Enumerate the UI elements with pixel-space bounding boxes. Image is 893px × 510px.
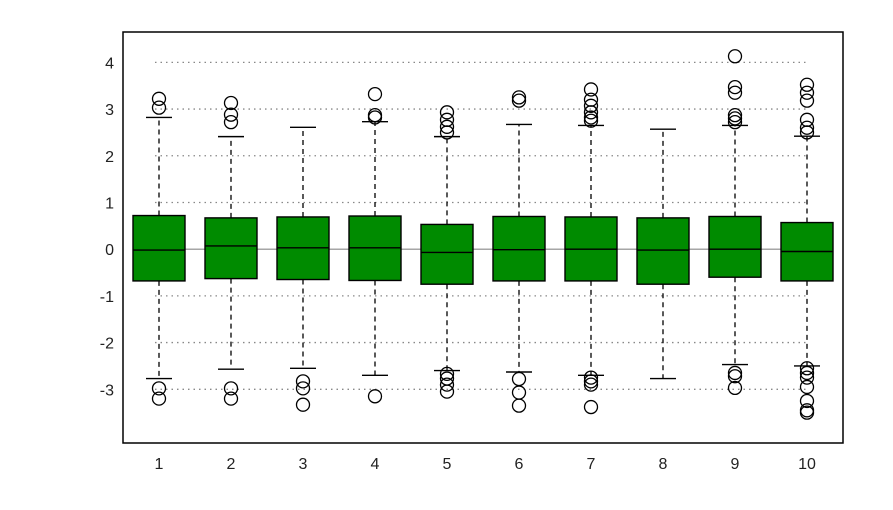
outlier-point: [439, 384, 455, 399]
outlier-point: [223, 95, 239, 111]
box-9: [708, 49, 762, 396]
outlier-point: [799, 112, 815, 127]
outlier-point: [799, 379, 815, 395]
box-8: [636, 128, 690, 380]
outlier-point: [223, 107, 239, 122]
outlier-point: [799, 361, 815, 376]
box-4: [348, 86, 402, 404]
outlier-point: [727, 369, 743, 384]
y-tick-label: 1: [105, 195, 114, 212]
outlier-point: [727, 380, 743, 396]
outlier-point: [583, 110, 599, 125]
outlier-point: [583, 113, 599, 128]
x-tick-label: 5: [443, 456, 452, 473]
x-tick-label: 10: [798, 456, 816, 473]
outlier-point: [439, 366, 455, 382]
outlier-point: [295, 374, 311, 389]
box-series: [132, 49, 834, 420]
y-tick-label: -2: [100, 336, 114, 353]
outlier-point: [799, 405, 815, 420]
outlier-point: [727, 107, 743, 123]
outlier-point: [583, 105, 599, 120]
box-1: [132, 91, 186, 406]
outlier-point: [151, 91, 167, 106]
outlier-point: [511, 371, 527, 387]
outlier-point: [439, 125, 455, 140]
outlier-point: [223, 381, 239, 396]
outlier-point: [295, 381, 311, 396]
plot-frame: [122, 31, 844, 444]
gridlines: [155, 61, 807, 390]
box-7: [564, 82, 618, 415]
y-tick-label: 3: [105, 102, 114, 119]
outlier-point: [367, 110, 383, 125]
outlier-point: [151, 100, 167, 115]
outlier-point: [583, 377, 599, 392]
outlier-point: [367, 86, 383, 102]
box-3: [276, 126, 330, 412]
box-10: [780, 77, 834, 420]
x-tick-label: 6: [515, 456, 524, 473]
x-tick-label: 8: [659, 456, 668, 473]
x-tick-label: 7: [587, 456, 596, 473]
y-tick-label: 4: [105, 55, 114, 72]
outlier-point: [727, 365, 743, 381]
outlier-point: [151, 391, 167, 406]
outlier-point: [799, 393, 815, 409]
box-iqr: [708, 215, 762, 278]
outlier-point: [799, 120, 815, 135]
outlier-point: [511, 93, 527, 108]
outlier-point: [583, 374, 599, 389]
outlier-point: [727, 85, 743, 100]
outlier-point: [439, 119, 455, 134]
x-tick-label: 1: [155, 456, 164, 473]
x-tick-label: 4: [371, 456, 380, 473]
box-2: [204, 95, 258, 406]
outlier-point: [151, 381, 167, 396]
y-tick-label: 0: [105, 242, 114, 259]
outlier-point: [799, 125, 815, 140]
outlier-point: [799, 365, 815, 381]
outlier-point: [799, 85, 815, 100]
y-tick-label: -3: [100, 382, 114, 399]
x-axis: 1 2 3 4 5 6 7 8 9 10: [155, 456, 816, 473]
outlier-point: [367, 389, 383, 404]
outlier-point: [511, 90, 527, 105]
outlier-point: [727, 114, 743, 130]
outlier-point: [223, 114, 239, 130]
outlier-point: [295, 397, 311, 412]
x-tick-label: 9: [731, 456, 740, 473]
box-6: [492, 90, 546, 413]
box-5: [420, 105, 474, 399]
box-iqr: [204, 217, 258, 280]
x-tick-label: 2: [227, 456, 236, 473]
outlier-point: [439, 105, 455, 120]
outlier-point: [583, 399, 599, 415]
box-iqr: [420, 223, 474, 285]
x-tick-label: 3: [299, 456, 308, 473]
outlier-point: [583, 98, 599, 113]
box-iqr: [492, 215, 546, 282]
outlier-point: [583, 370, 599, 385]
outlier-point: [223, 391, 239, 406]
outlier-point: [727, 79, 743, 95]
outlier-point: [799, 370, 815, 385]
outlier-point: [511, 398, 527, 413]
outlier-point: [799, 77, 815, 92]
outlier-point: [799, 93, 815, 108]
y-axis: 4 3 2 1 0 -1 -2 -3: [100, 55, 114, 399]
outlier-point: [439, 377, 455, 392]
outlier-point: [511, 385, 527, 400]
y-tick-label: -1: [100, 289, 114, 306]
y-tick-label: 2: [105, 149, 114, 166]
box-iqr: [132, 214, 186, 282]
box-iqr: [636, 217, 690, 285]
outlier-point: [583, 82, 599, 97]
outlier-point: [727, 49, 743, 64]
outlier-point: [727, 111, 743, 126]
